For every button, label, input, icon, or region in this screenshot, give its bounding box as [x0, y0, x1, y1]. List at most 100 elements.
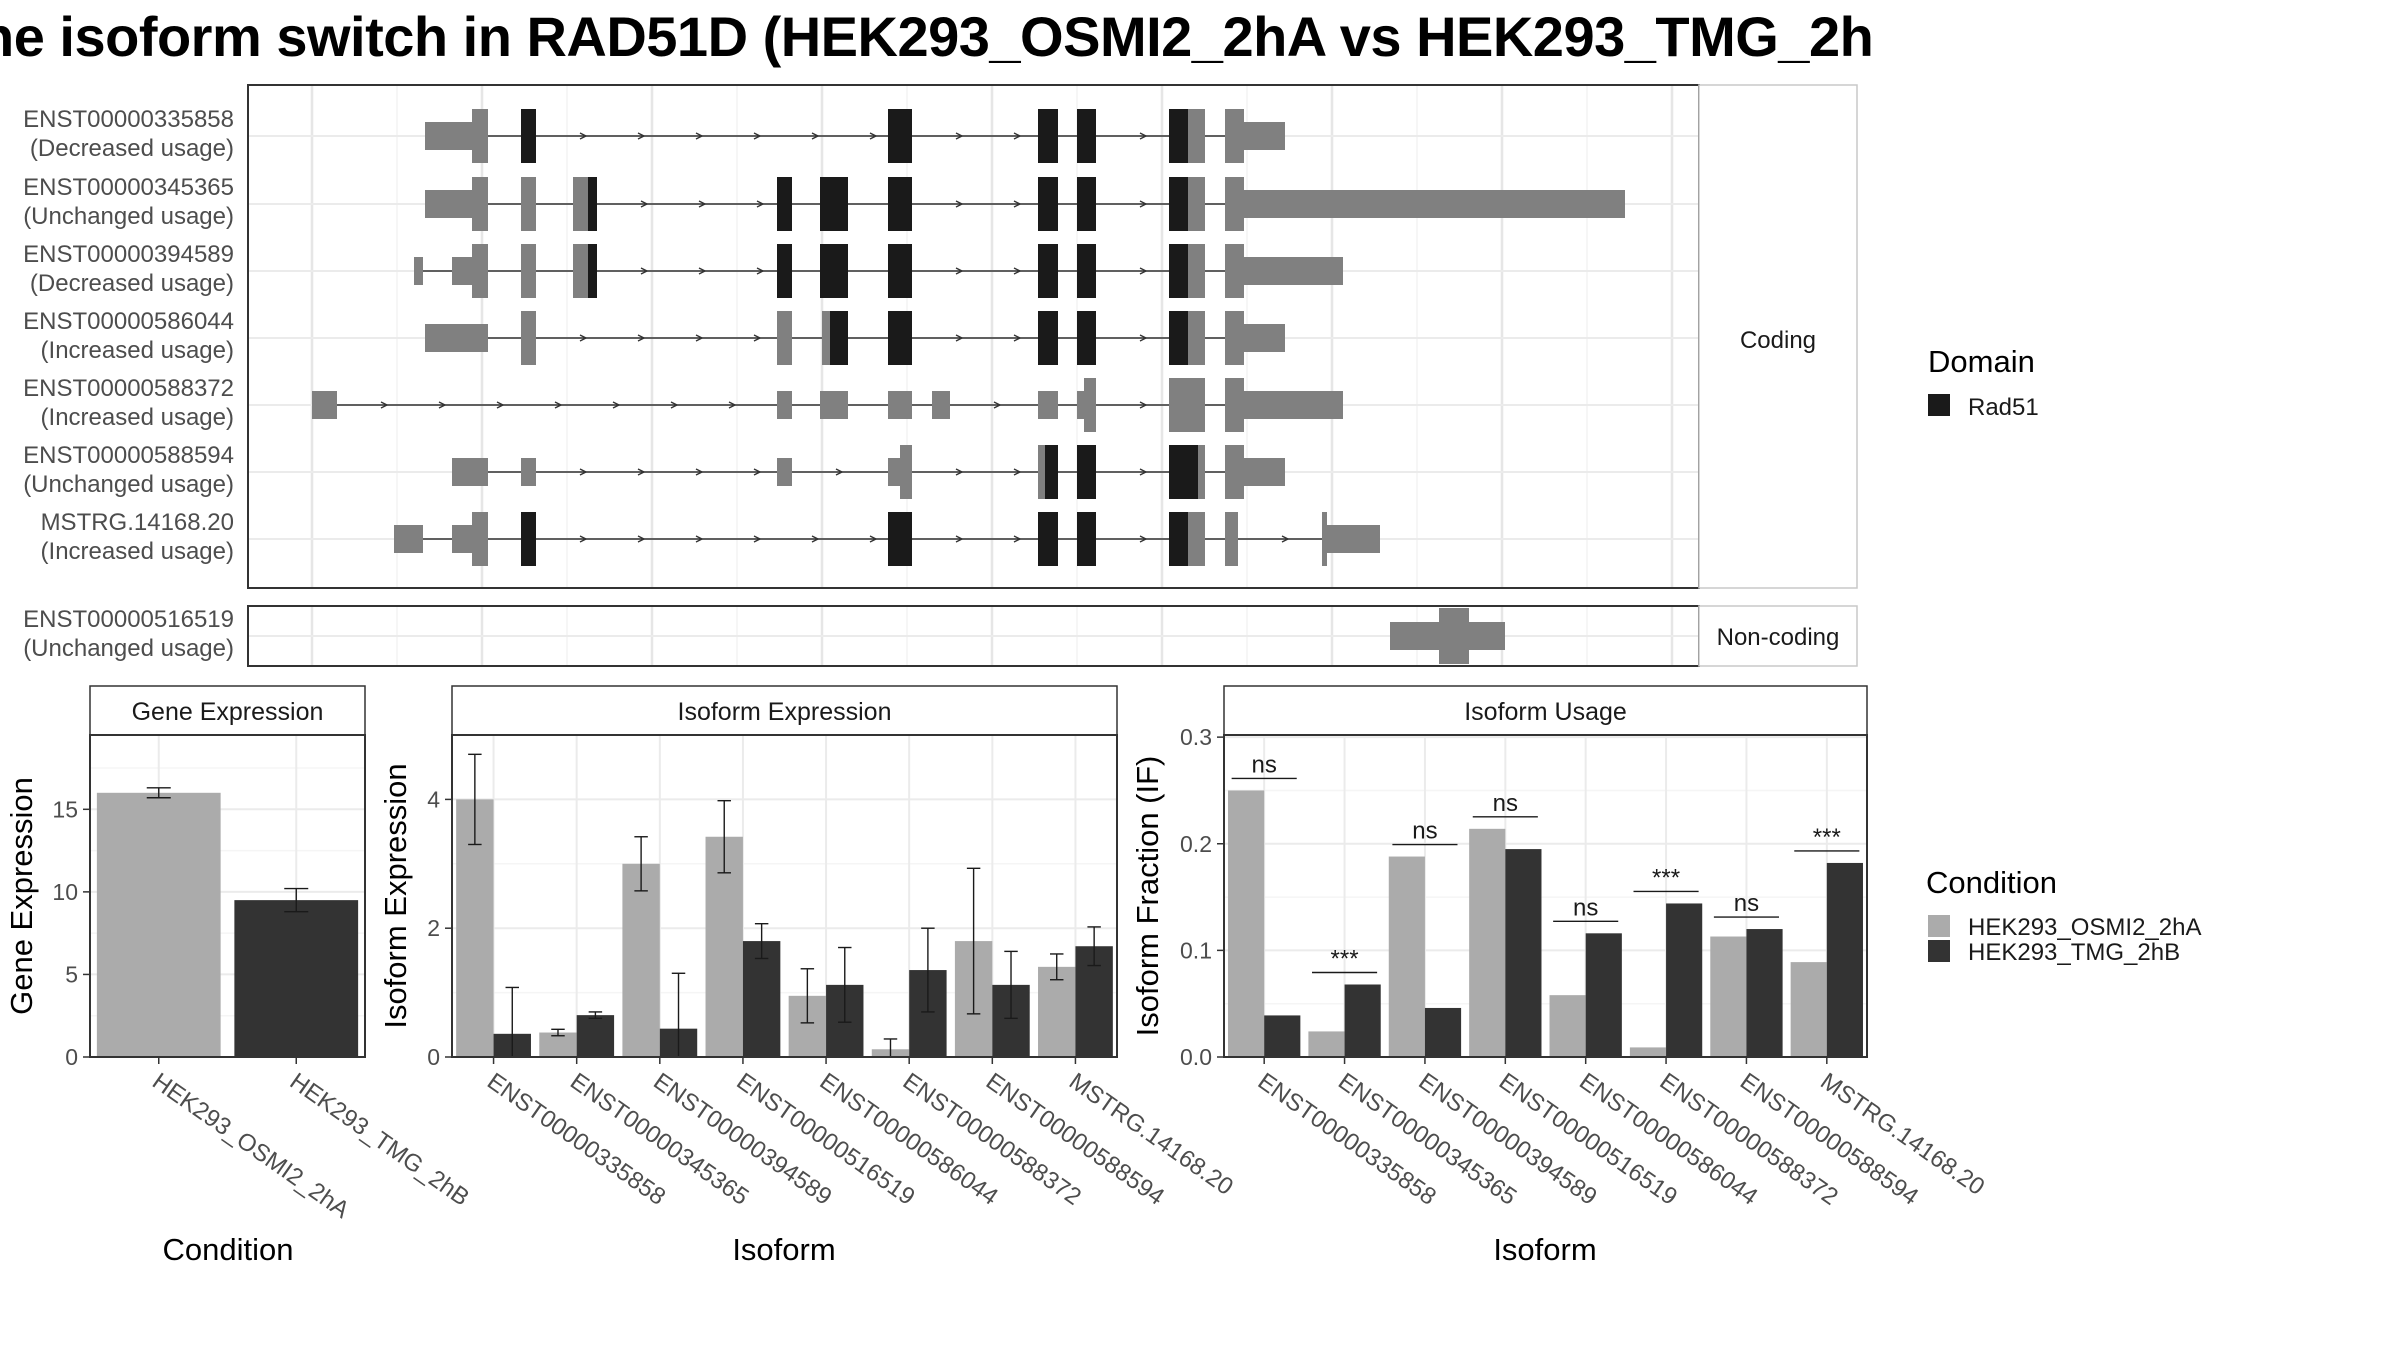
- strip-coding-label: Coding: [1740, 327, 1816, 354]
- utr-block: [452, 458, 488, 486]
- strand-arrow: [1139, 132, 1148, 140]
- exon-block: [777, 311, 792, 365]
- domain-legend-label-rad51: Rad51: [1968, 394, 2039, 421]
- significance-label: ns: [1734, 890, 1759, 917]
- strand-arrow: [637, 468, 646, 476]
- panel-border: [89, 734, 366, 1058]
- rad51-domain-block: [1038, 177, 1058, 231]
- rad51-domain-block: [830, 311, 848, 365]
- x-axis-title: Isoform: [732, 1232, 835, 1267]
- bar: [1826, 862, 1863, 1057]
- significance-label: ***: [1331, 945, 1359, 972]
- bar: [742, 941, 781, 1057]
- bar: [1710, 936, 1747, 1057]
- rad51-domain-block: [588, 177, 597, 231]
- transcript-usage-label: (Unchanged usage): [23, 635, 234, 662]
- strand-arrow: [835, 468, 844, 476]
- utr-block: [1077, 391, 1084, 419]
- isoform-expression-panel: Isoform Expression024ENST00000335858ENST…: [378, 685, 1238, 1267]
- rad51-domain-block: [888, 311, 912, 365]
- exon-block: [1169, 378, 1205, 432]
- strand-arrow: [695, 468, 704, 476]
- utr-block: [888, 458, 900, 486]
- transcript-track: [452, 445, 1285, 499]
- utr-block: [1244, 391, 1343, 419]
- condition-legend-label-tmg: HEK293_TMG_2hB: [1968, 939, 2180, 966]
- strand-arrow: [695, 535, 704, 543]
- exon-block: [822, 311, 830, 365]
- exon-block: [521, 177, 536, 231]
- transcript-id-label: ENST00000394589: [23, 241, 234, 268]
- strand-arrow: [640, 267, 649, 275]
- bar: [1388, 856, 1425, 1057]
- strand-arrow: [579, 468, 588, 476]
- structure-panel: Coding ENST00000335858(Decreased usage)E…: [23, 84, 1858, 667]
- domain-legend-title: Domain: [1928, 344, 2035, 379]
- strip-noncoding: [1698, 605, 1858, 667]
- exon-block: [1188, 244, 1205, 298]
- utr-block: [521, 458, 536, 486]
- utr-block: [312, 391, 337, 419]
- strand-arrow: [955, 334, 964, 342]
- figure-title: ne isoform switch in RAD51D (HEK293_OSMI…: [0, 5, 1874, 68]
- bar: [1469, 828, 1506, 1057]
- exon-block: [472, 177, 488, 231]
- transcript-id-label: ENST00000588372: [23, 375, 234, 402]
- coding-transcript-tracks: [312, 109, 1625, 566]
- domain-legend: Domain Rad51: [1928, 344, 2039, 421]
- strand-arrow: [811, 132, 820, 140]
- coding-transcript-labels: ENST00000335858(Decreased usage)ENST0000…: [23, 106, 234, 565]
- bar: [1629, 1047, 1667, 1057]
- exon-block: [1188, 177, 1205, 231]
- rad51-domain-block: [1077, 512, 1096, 566]
- strand-arrow: [955, 132, 964, 140]
- bar: [96, 792, 221, 1057]
- strand-arrow: [1013, 200, 1022, 208]
- condition-legend: Condition HEK293_OSMI2_2hA HEK293_TMG_2h…: [1926, 865, 2201, 966]
- panel-strip: [1223, 685, 1868, 736]
- bar: [1505, 849, 1542, 1057]
- bar: [1308, 1031, 1345, 1057]
- significance-label: ns: [1573, 894, 1598, 921]
- y-axis-title: Gene Expression: [4, 777, 39, 1015]
- rad51-domain-block: [888, 512, 912, 566]
- exon-block: [1225, 311, 1244, 365]
- y-tick-label: 4: [427, 786, 440, 812]
- strand-arrow: [579, 132, 588, 140]
- utr-block: [777, 458, 792, 486]
- exon-block: [472, 109, 488, 163]
- exon-block: [521, 244, 536, 298]
- rad51-domain-block: [1169, 109, 1188, 163]
- strand-arrow: [756, 267, 765, 275]
- strand-arrow: [1281, 535, 1290, 543]
- transcript-id-label: ENST00000586044: [23, 308, 234, 335]
- rad51-domain-block: [1169, 311, 1188, 365]
- transcript-usage-label: (Increased usage): [41, 404, 234, 431]
- transcript-track: [425, 109, 1285, 163]
- noncoding-exon-tall: [1439, 608, 1469, 664]
- utr-block: [1038, 391, 1058, 419]
- panel-border: [1223, 734, 1868, 1058]
- strand-arrow: [1139, 334, 1148, 342]
- strand-arrow: [1013, 535, 1022, 543]
- y-tick-label: 5: [65, 961, 78, 987]
- exon-block: [1225, 244, 1244, 298]
- strand-arrow: [728, 401, 737, 409]
- panel-strip: [451, 685, 1118, 736]
- exon-block: [1225, 177, 1244, 231]
- y-tick-label: 0.0: [1180, 1044, 1212, 1070]
- rad51-domain-block: [1038, 109, 1058, 163]
- bar: [576, 1015, 615, 1057]
- strand-arrow: [753, 468, 762, 476]
- strand-arrow: [670, 401, 679, 409]
- utr-block: [414, 257, 423, 285]
- bar: [1424, 1007, 1462, 1057]
- strand-arrow: [380, 401, 389, 409]
- strand-arrow: [1013, 334, 1022, 342]
- panel-strip-title: Isoform Expression: [678, 698, 892, 726]
- transcript-usage-label: (Decreased usage): [30, 135, 234, 162]
- rad51-domain-block: [1169, 512, 1188, 566]
- panel-border: [451, 734, 1118, 1058]
- rad51-domain-block: [777, 244, 792, 298]
